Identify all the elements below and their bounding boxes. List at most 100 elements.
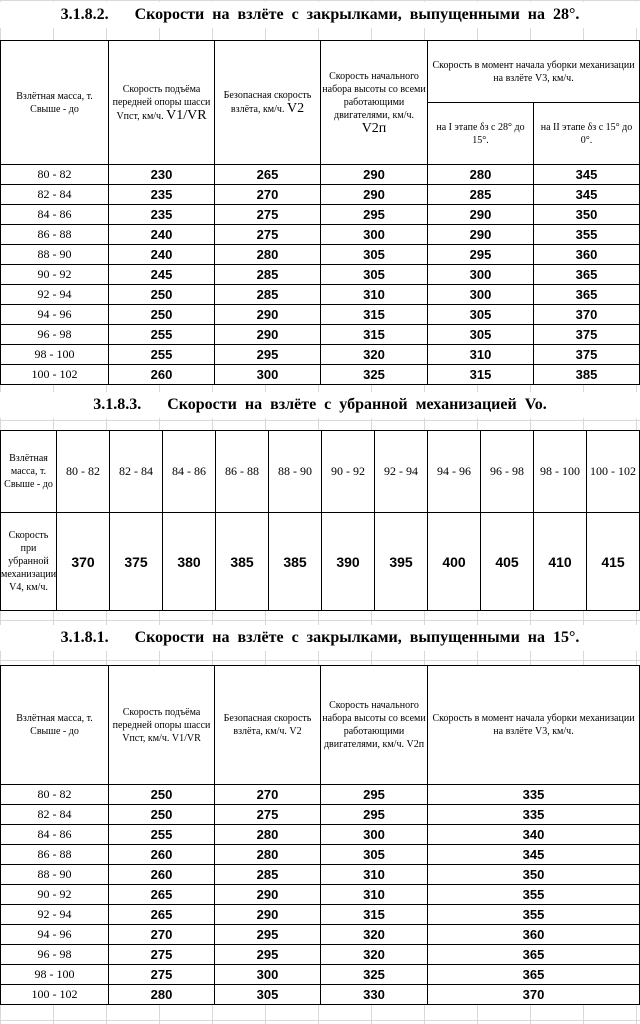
table-row: 96 - 98 255 290 315 305 375 bbox=[0, 324, 640, 345]
speed-cell: 415 bbox=[586, 512, 640, 611]
table-row: 80 - 82 250 270 295 335 bbox=[0, 784, 640, 805]
v3a-cell: 305 bbox=[427, 304, 534, 325]
v1-cell: 250 bbox=[108, 304, 215, 325]
speed-cell: 390 bbox=[321, 512, 375, 611]
mass-cell: 90 - 92 bbox=[0, 884, 109, 905]
mass-cell: 92 - 94 bbox=[374, 430, 428, 513]
speed-cell: 395 bbox=[374, 512, 428, 611]
retracted-mass-label: Взлётная масса, т. Свыше - до bbox=[0, 430, 57, 513]
mass-cell: 82 - 84 bbox=[109, 430, 163, 513]
table-row: 84 - 86 255 280 300 340 bbox=[0, 824, 640, 845]
v2p-cell: 305 bbox=[320, 844, 428, 865]
mass-cell: 96 - 98 bbox=[0, 324, 109, 345]
v2-cell: 305 bbox=[214, 984, 321, 1005]
v2-cell: 280 bbox=[214, 824, 321, 845]
section-1-title: 3.1.8.2. Скорости на взлёте с закрылками,… bbox=[0, 2, 640, 28]
v2p-cell: 320 bbox=[320, 924, 428, 945]
v2-cell: 275 bbox=[214, 224, 321, 245]
table-row: 90 - 92 245 285 305 300 365 bbox=[0, 264, 640, 285]
v3a-cell: 300 bbox=[427, 284, 534, 305]
v2p-cell: 310 bbox=[320, 284, 428, 305]
v2-cell: 285 bbox=[214, 284, 321, 305]
v2-cell: 290 bbox=[214, 304, 321, 325]
mass-cell: 84 - 86 bbox=[0, 204, 109, 225]
v2p-cell: 300 bbox=[320, 824, 428, 845]
v3-cell: 370 bbox=[427, 984, 640, 1005]
v1-cell: 240 bbox=[108, 224, 215, 245]
v3b-cell: 355 bbox=[533, 224, 640, 245]
header3-v2p-symbol: V2п bbox=[406, 739, 425, 750]
v1-cell: 265 bbox=[108, 884, 215, 905]
header-v2-symbol: V2 bbox=[286, 101, 305, 116]
speed-cell: 385 bbox=[215, 512, 269, 611]
v3b-cell: 345 bbox=[533, 184, 640, 205]
v3b-cell: 350 bbox=[533, 204, 640, 225]
v1-cell: 245 bbox=[108, 264, 215, 285]
v3b-cell: 375 bbox=[533, 324, 640, 345]
section-3-title-text: Скорости на взлёте с закрылками, выпущен… bbox=[134, 629, 580, 646]
v2-cell: 275 bbox=[214, 204, 321, 225]
v3-cell: 345 bbox=[427, 844, 640, 865]
header3-v1-symbol: V1/VR bbox=[171, 732, 201, 744]
speed-cell: 385 bbox=[268, 512, 322, 611]
v2p-cell: 290 bbox=[320, 184, 428, 205]
mass-cell: 100 - 102 bbox=[586, 430, 640, 513]
section-2-number: 3.1.8.3. bbox=[93, 396, 142, 413]
speed-cell: 410 bbox=[533, 512, 587, 611]
header-v3a: на I этапе δз с 28° до 15°. bbox=[427, 102, 534, 165]
header-v2p-text: Скорость начального набора высоты со все… bbox=[322, 70, 426, 121]
mass-cell: 88 - 90 bbox=[268, 430, 322, 513]
table-flaps-15-body: 80 - 82 250 270 295 335 82 - 84 250 275 295 335 84… bbox=[0, 784, 640, 1005]
header3-v2-text: Безопасная скорость взлёта, км/ч. bbox=[223, 713, 312, 737]
header3-v2p-text: Скорость начального набора высоты со все… bbox=[322, 700, 426, 750]
v2-cell: 265 bbox=[214, 164, 321, 185]
v2-cell: 275 bbox=[214, 804, 321, 825]
mass-cell: 80 - 82 bbox=[56, 430, 110, 513]
mass-cell: 80 - 82 bbox=[0, 784, 109, 805]
header-v2-text: Безопасная скорость взлёта, км/ч. bbox=[223, 90, 312, 115]
v3-cell: 355 bbox=[427, 904, 640, 925]
v3-cell: 365 bbox=[427, 944, 640, 965]
mass-cell: 86 - 88 bbox=[215, 430, 269, 513]
table-retracted: Взлётная масса, т. Свыше - до 80 - 82 82 … bbox=[0, 430, 640, 611]
speed-cell: 380 bbox=[162, 512, 216, 611]
table-row: 98 - 100 255 295 320 310 375 bbox=[0, 344, 640, 365]
mass-cell: 88 - 90 bbox=[0, 864, 109, 885]
v1-cell: 265 bbox=[108, 904, 215, 925]
retracted-speed-label: Скорость при убранной механизации V4, км… bbox=[0, 512, 57, 611]
v2-cell: 280 bbox=[214, 244, 321, 265]
mass-cell: 84 - 86 bbox=[162, 430, 216, 513]
v2p-cell: 325 bbox=[320, 964, 428, 985]
v3a-cell: 310 bbox=[427, 344, 534, 365]
mass-cell: 98 - 100 bbox=[0, 344, 109, 365]
v1-cell: 255 bbox=[108, 824, 215, 845]
v3-cell: 335 bbox=[427, 804, 640, 825]
mass-cell: 96 - 98 bbox=[480, 430, 534, 513]
v2-cell: 290 bbox=[214, 324, 321, 345]
v2p-cell: 295 bbox=[320, 804, 428, 825]
table-row: 100 - 102 280 305 330 370 bbox=[0, 984, 640, 1005]
v1-cell: 250 bbox=[108, 804, 215, 825]
v2p-cell: 305 bbox=[320, 244, 428, 265]
table-flaps-28-body: 80 - 82 230 265 290 280 345 82 - 84 235 270 290 28… bbox=[0, 164, 640, 385]
mass-cell: 98 - 100 bbox=[0, 964, 109, 985]
header-v3-group: Скорость в момент начала уборки механиза… bbox=[427, 40, 640, 103]
v1-cell: 260 bbox=[108, 864, 215, 885]
section-1-number: 3.1.8.2. bbox=[60, 6, 109, 23]
v3a-cell: 290 bbox=[427, 204, 534, 225]
header-v2p: Скорость начального набора высоты со все… bbox=[320, 40, 428, 165]
header-v3b: на II этапе δз с 15° до 0°. bbox=[533, 102, 640, 165]
v1-cell: 235 bbox=[108, 184, 215, 205]
mass-cell: 96 - 98 bbox=[0, 944, 109, 965]
mass-cell: 86 - 88 bbox=[0, 844, 109, 865]
section-1-title-text: Скорости на взлёте с закрылками, выпущен… bbox=[134, 6, 580, 23]
v3b-cell: 360 bbox=[533, 244, 640, 265]
section-3-title: 3.1.8.1. Скорости на взлёте с закрылками,… bbox=[0, 625, 640, 651]
v3a-cell: 280 bbox=[427, 164, 534, 185]
v2p-cell: 330 bbox=[320, 984, 428, 1005]
v2-cell: 300 bbox=[214, 364, 321, 385]
v3a-cell: 295 bbox=[427, 244, 534, 265]
table-row: 100 - 102 260 300 325 315 385 bbox=[0, 364, 640, 385]
v1-cell: 260 bbox=[108, 364, 215, 385]
